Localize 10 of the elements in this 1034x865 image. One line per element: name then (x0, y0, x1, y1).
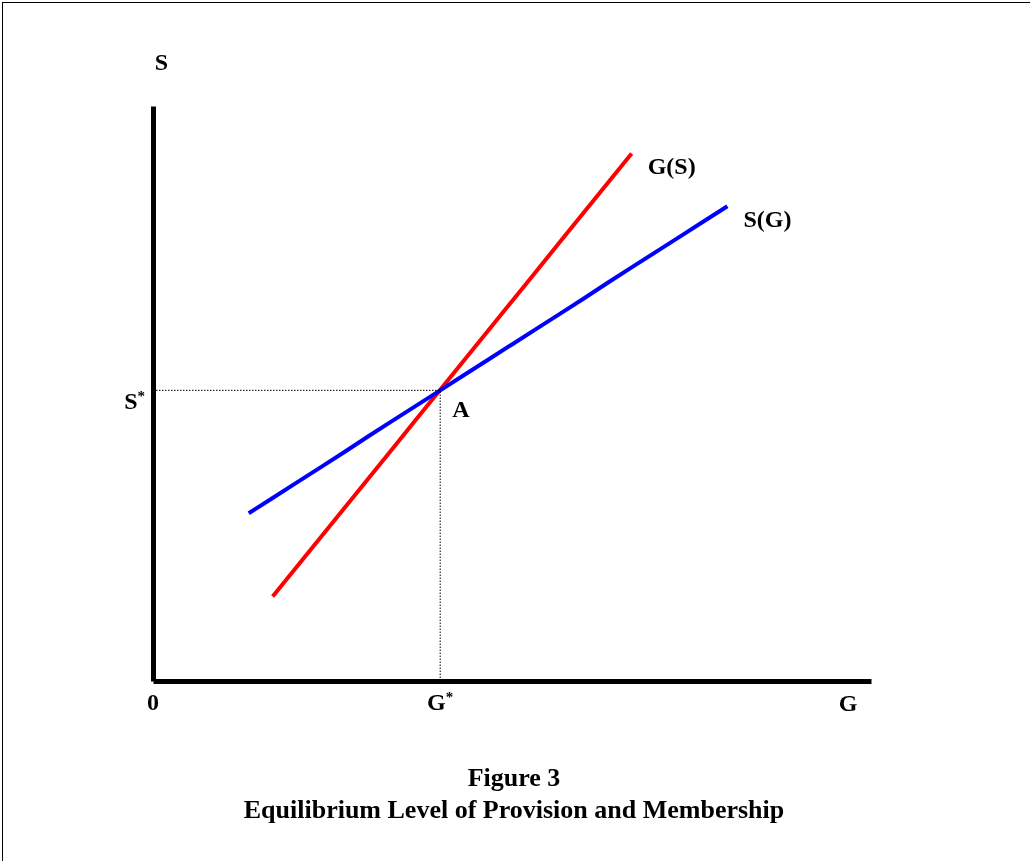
series-label: S(G) (743, 206, 792, 233)
y-axis-title: S (154, 48, 169, 75)
x-tick-label: 0 (147, 689, 159, 715)
ref-line-label: S$^{*}$ (124, 388, 145, 415)
annotation: A (452, 396, 471, 423)
text: Figure 3 (467, 763, 561, 792)
text: Equilibrium Level of Provision and Membership (243, 795, 785, 824)
x-tick-label: G$^{*}$ (427, 689, 454, 715)
x-axis-title: G (838, 689, 858, 716)
series-label: G(S) (647, 153, 696, 180)
